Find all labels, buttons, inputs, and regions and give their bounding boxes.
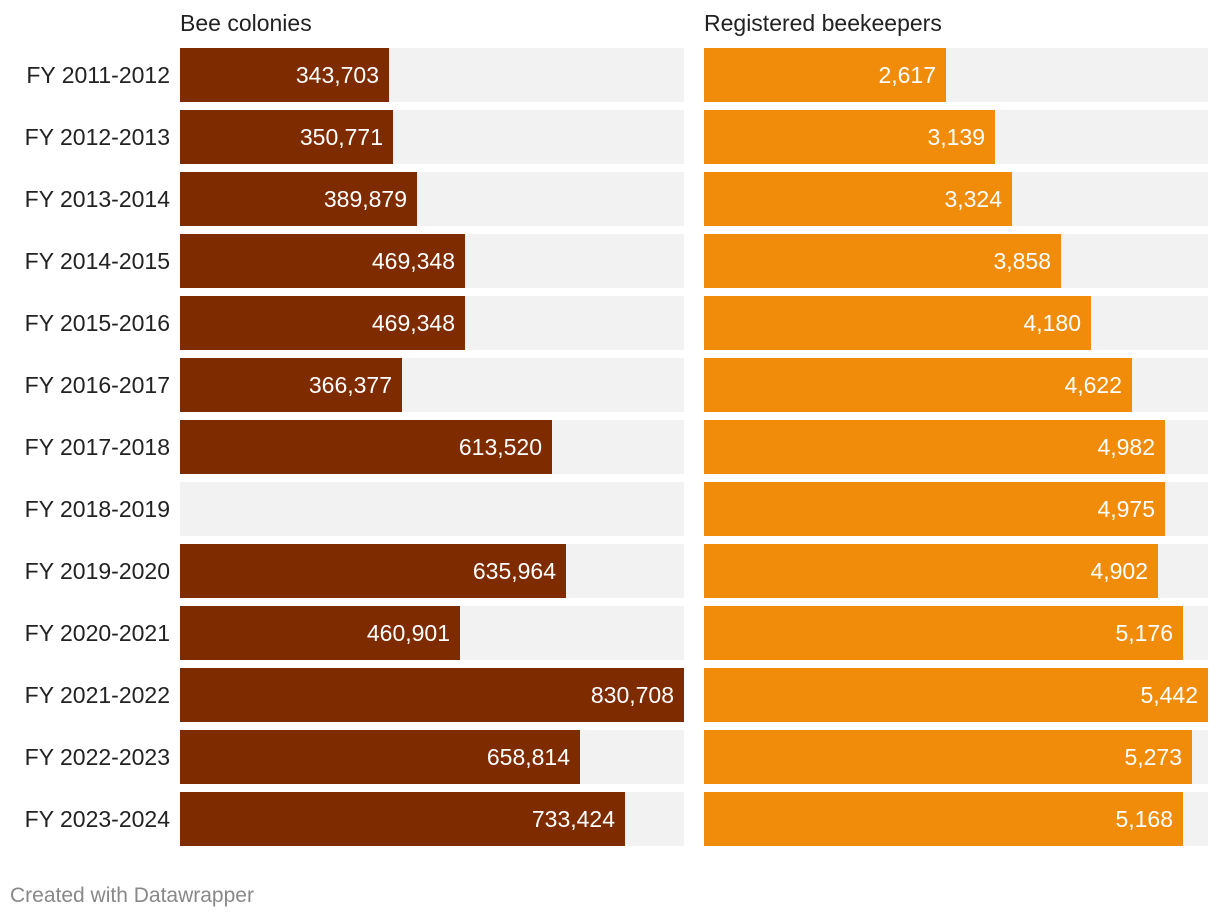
bar[interactable] (704, 668, 1208, 722)
bar[interactable] (180, 48, 389, 102)
bar-value-label: 2,617 (878, 62, 936, 88)
row-label: FY 2015-2016 (24, 310, 170, 336)
bar-value-label: 4,622 (1064, 372, 1122, 398)
bar-value-label: 4,975 (1097, 496, 1155, 522)
bar-value-label: 469,348 (371, 248, 455, 274)
row-label: FY 2023-2024 (24, 806, 170, 832)
bar-value-label: 4,180 (1023, 310, 1081, 336)
bar[interactable] (180, 172, 417, 226)
bar-value-label: 469,348 (371, 310, 455, 336)
row-label: FY 2011-2012 (26, 62, 170, 88)
bar-value-label: 366,377 (308, 372, 392, 398)
bar[interactable] (180, 544, 566, 598)
bar-value-label: 460,901 (366, 620, 450, 646)
row-label: FY 2013-2014 (24, 186, 170, 212)
bar-value-label: 5,168 (1115, 806, 1173, 832)
bar[interactable] (180, 792, 625, 846)
row-label: FY 2014-2015 (24, 248, 170, 274)
bar-value-label: 733,424 (531, 806, 615, 832)
bar[interactable] (704, 172, 1012, 226)
row-label: FY 2022-2023 (24, 744, 170, 770)
bar[interactable] (180, 358, 402, 412)
bar[interactable] (180, 296, 465, 350)
bar[interactable] (704, 48, 946, 102)
bar-value-label: 5,176 (1115, 620, 1173, 646)
row-label: FY 2017-2018 (24, 434, 170, 460)
footer-credit[interactable]: Created with Datawrapper (10, 884, 254, 907)
bar-value-label: 613,520 (458, 434, 542, 460)
bar[interactable] (704, 606, 1183, 660)
bar[interactable] (180, 668, 684, 722)
row-label: FY 2012-2013 (24, 124, 170, 150)
bar[interactable] (704, 420, 1165, 474)
bar-value-label: 343,703 (295, 62, 379, 88)
bar[interactable] (180, 606, 460, 660)
row-label: FY 2020-2021 (24, 620, 170, 646)
bar-value-label: 635,964 (472, 558, 556, 584)
bar-value-label: 3,324 (944, 186, 1002, 212)
row-label: FY 2021-2022 (24, 682, 170, 708)
bar-value-label: 350,771 (299, 124, 383, 150)
bar-value-label: 3,139 (927, 124, 985, 150)
bar[interactable] (180, 234, 465, 288)
bar-value-label: 4,982 (1097, 434, 1155, 460)
bar[interactable] (704, 482, 1165, 536)
bar[interactable] (704, 544, 1158, 598)
column-title: Registered beekeepers (704, 10, 942, 36)
bar-value-label: 4,902 (1090, 558, 1148, 584)
bar-value-label: 658,814 (486, 744, 570, 770)
bar-track (180, 482, 684, 536)
bar[interactable] (180, 730, 580, 784)
bar[interactable] (704, 110, 995, 164)
bar[interactable] (704, 792, 1183, 846)
row-label: FY 2019-2020 (24, 558, 170, 584)
bar-value-label: 5,273 (1124, 744, 1182, 770)
bar[interactable] (180, 110, 393, 164)
bar-value-label: 3,858 (993, 248, 1051, 274)
bar-value-label: 830,708 (590, 682, 674, 708)
bar-value-label: 5,442 (1140, 682, 1198, 708)
bar[interactable] (704, 296, 1091, 350)
column-title: Bee colonies (180, 10, 312, 36)
bar[interactable] (704, 358, 1132, 412)
row-label: FY 2016-2017 (24, 372, 170, 398)
bar[interactable] (704, 234, 1061, 288)
bar[interactable] (704, 730, 1192, 784)
bar-value-label: 389,879 (323, 186, 407, 212)
row-label: FY 2018-2019 (24, 496, 170, 522)
bar[interactable] (180, 420, 552, 474)
